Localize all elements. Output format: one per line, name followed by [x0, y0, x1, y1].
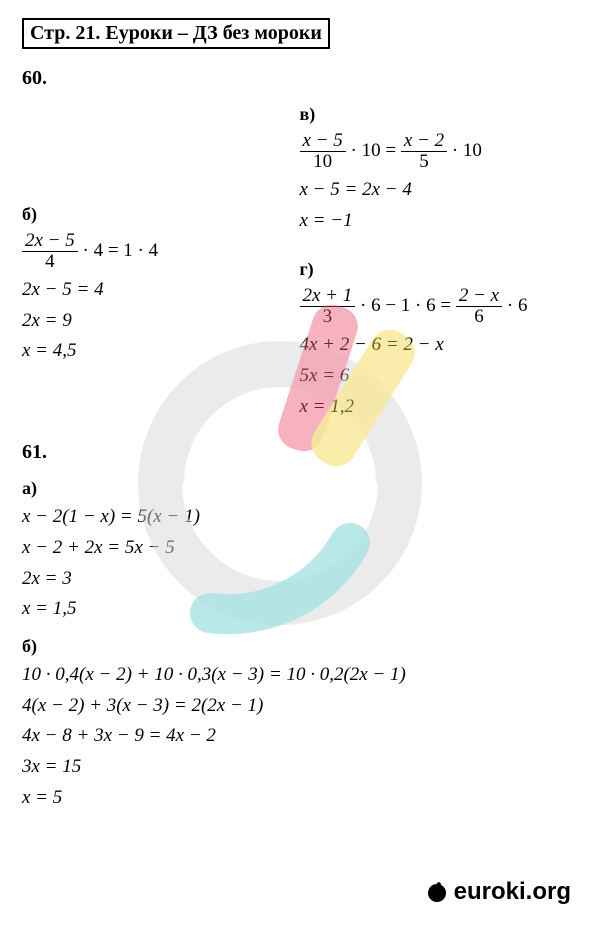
eq-61a-3: 2x = 3	[22, 567, 577, 592]
eq-61a-2: x − 2 + 2x = 5x − 5	[22, 536, 577, 561]
eq-60v-3: x = −1	[300, 209, 578, 234]
problem-60-b: б) 2x − 54 · 4 = 1 · 4 2x − 5 = 4 2x = 9…	[22, 204, 300, 364]
problem-60-right-col: в) x − 510 · 10 = x − 25 · 10 x − 5 = 2x…	[300, 104, 578, 429]
footer-bullet-icon	[426, 882, 448, 904]
eq-61b-4: 3x = 15	[22, 755, 577, 780]
part-label-60b: б)	[22, 204, 300, 225]
eq-61b-5: x = 5	[22, 786, 577, 811]
footer-text: euroki.org	[454, 878, 571, 905]
problem-60-g: г) 2x + 13 · 6 − 1 · 6 = 2 − x6 · 6 4x +…	[300, 259, 578, 419]
eq-60v-2: x − 5 = 2x − 4	[300, 178, 578, 203]
part-label-60g: г)	[300, 259, 578, 280]
eq-61a-4: x = 1,5	[22, 597, 577, 622]
eq-60g-3: 5x = 6	[300, 364, 578, 389]
eq-60g-2: 4x + 2 − 6 = 2 − x	[300, 333, 578, 358]
eq-61a-1: x − 2(1 − x) = 5(x − 1)	[22, 505, 577, 530]
problem-60-left-col: б) 2x − 54 · 4 = 1 · 4 2x − 5 = 4 2x = 9…	[22, 104, 300, 429]
page-title: Стр. 21. Еуроки – ДЗ без мороки	[22, 18, 330, 49]
eq-60g-4: x = 1,2	[300, 395, 578, 420]
eq-60b-3: 2x = 9	[22, 309, 300, 334]
eq-60b-4: x = 4,5	[22, 339, 300, 364]
eq-60g-1: 2x + 13 · 6 − 1 · 6 = 2 − x6 · 6	[300, 286, 578, 327]
problem-60-v: в) x − 510 · 10 = x − 25 · 10 x − 5 = 2x…	[300, 104, 578, 233]
footer-logo: euroki.org	[426, 878, 571, 906]
eq-60b-1: 2x − 54 · 4 = 1 · 4	[22, 231, 300, 272]
part-label-60v: в)	[300, 104, 578, 125]
part-label-61a: а)	[22, 478, 577, 499]
problem-61-number: 61.	[22, 441, 577, 464]
eq-60b-2: 2x − 5 = 4	[22, 278, 300, 303]
part-label-61b: б)	[22, 636, 577, 657]
problem-61-a: а) x − 2(1 − x) = 5(x − 1) x − 2 + 2x = …	[22, 478, 577, 622]
problem-60-number: 60.	[22, 67, 577, 90]
eq-61b-1: 10 · 0,4(x − 2) + 10 · 0,3(x − 3) = 10 ·…	[22, 663, 577, 688]
problem-60-grid: б) 2x − 54 · 4 = 1 · 4 2x − 5 = 4 2x = 9…	[22, 104, 577, 429]
eq-60v-1: x − 510 · 10 = x − 25 · 10	[300, 131, 578, 172]
eq-61b-3: 4x − 8 + 3x − 9 = 4x − 2	[22, 724, 577, 749]
eq-61b-2: 4(x − 2) + 3(x − 3) = 2(2x − 1)	[22, 694, 577, 719]
problem-61-b: б) 10 · 0,4(x − 2) + 10 · 0,3(x − 3) = 1…	[22, 636, 577, 810]
